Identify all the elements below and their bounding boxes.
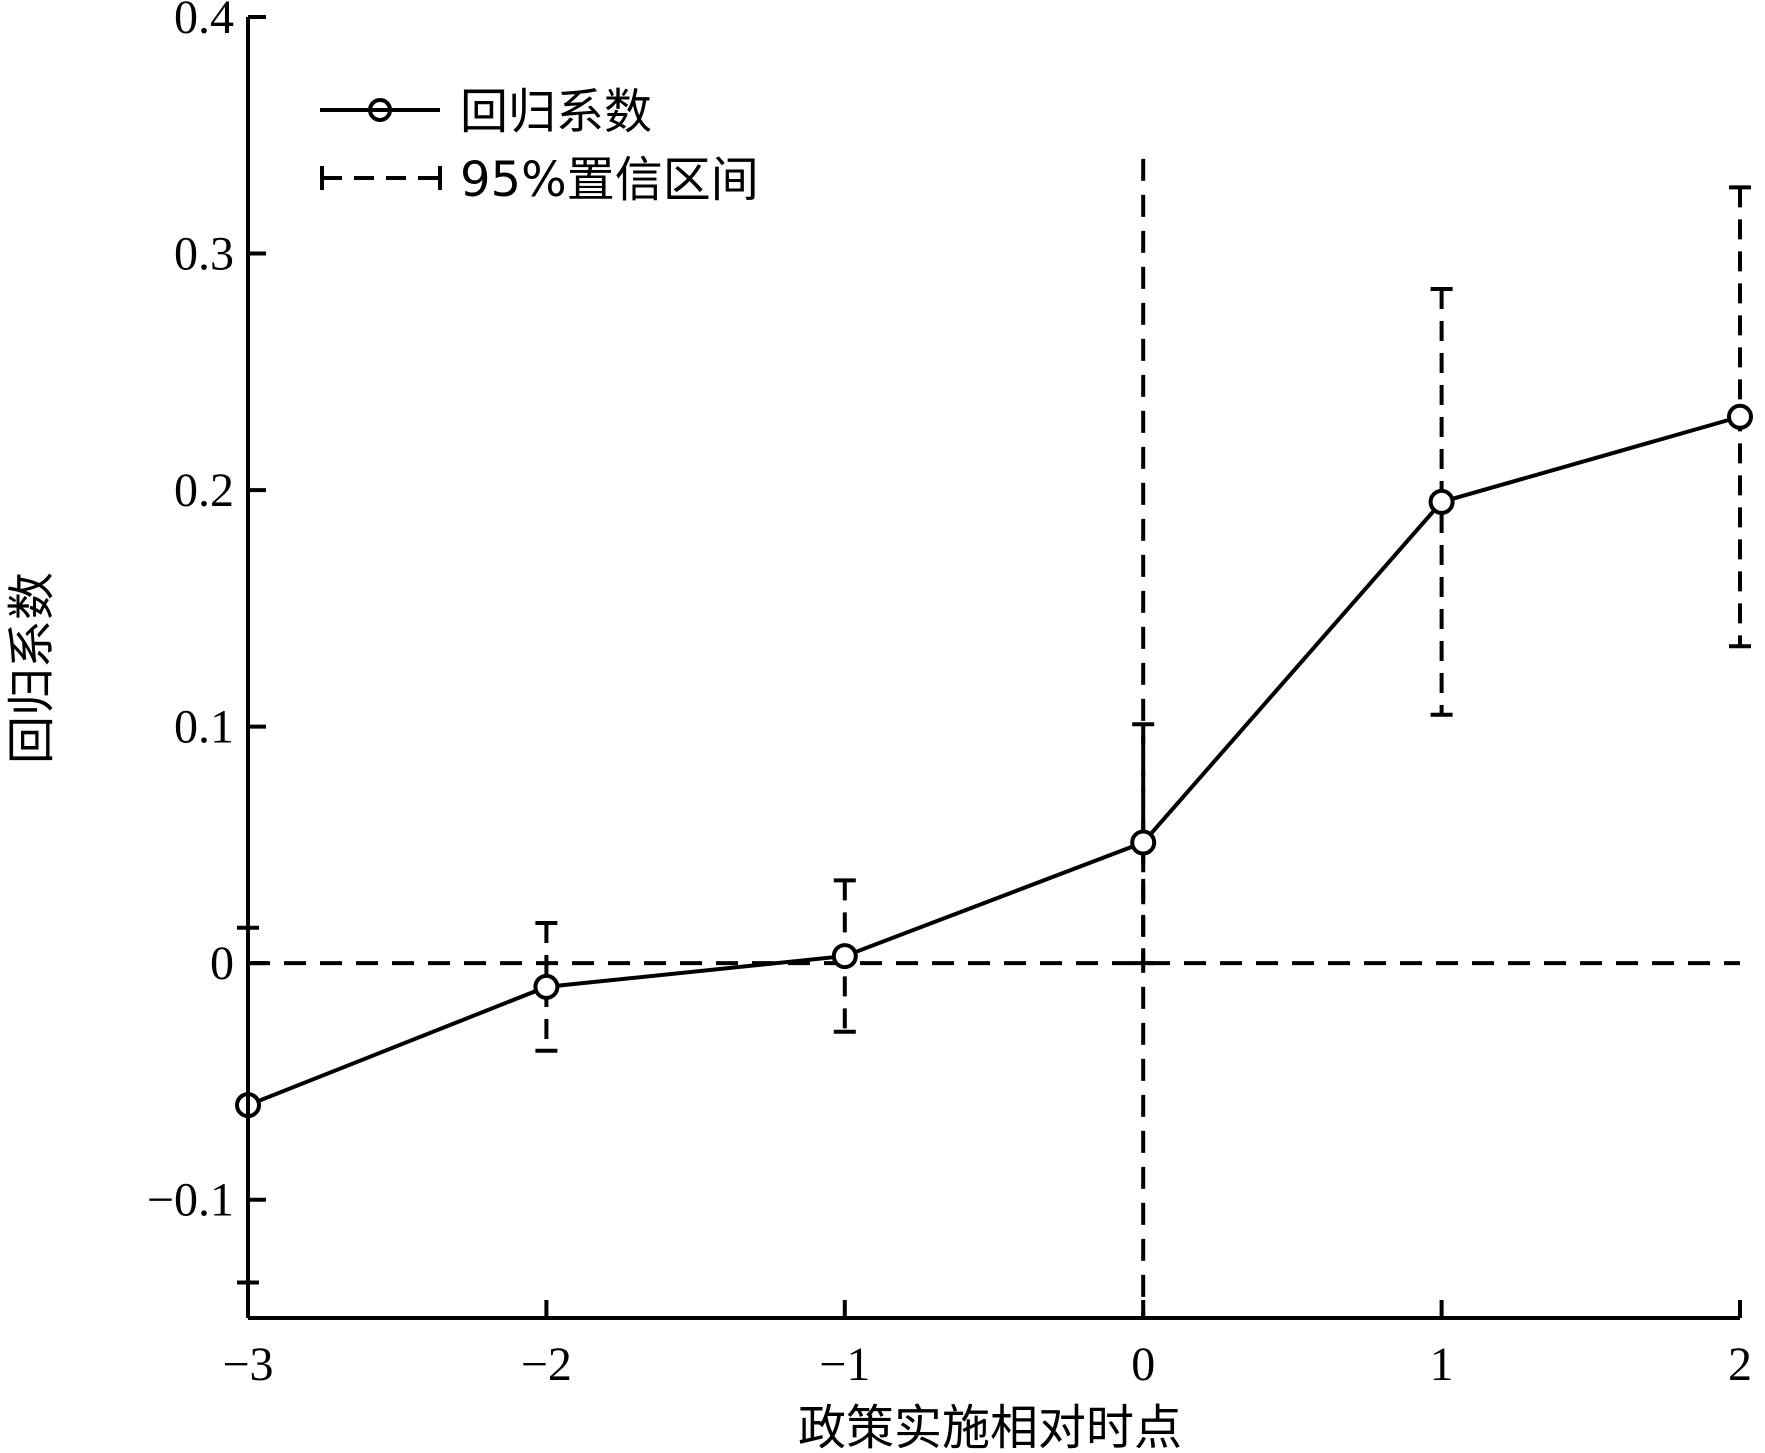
data-point <box>831 943 858 970</box>
y-tick-label: 0 <box>210 937 234 990</box>
y-tick-label: 0.4 <box>174 0 234 44</box>
data-point <box>533 973 560 1000</box>
y-tick-label: 0.2 <box>174 464 234 517</box>
legend-label-ci: 95%置信区间 <box>460 152 759 208</box>
x-tick-label: −1 <box>819 1338 870 1391</box>
x-tick-label: 2 <box>1728 1338 1752 1391</box>
y-tick-label: −0.1 <box>147 1174 234 1227</box>
reference-lines <box>248 158 1740 1318</box>
x-tick-label: 0 <box>1131 1338 1155 1391</box>
x-tick-label: 1 <box>1430 1338 1454 1391</box>
tick-labels: −0.1 0 0.1 0.2 0.3 0.4 −3 −2 −1 0 1 2 <box>147 0 1752 1391</box>
y-tick-label: 0.3 <box>174 228 234 281</box>
data-point <box>1428 488 1455 515</box>
coefficient-line <box>247 414 1741 1107</box>
legend-marker-icon <box>368 98 392 122</box>
y-axis-title: 回归系数 <box>4 572 60 764</box>
legend-label-coefficient: 回归系数 <box>460 84 652 140</box>
legend: 回归系数 95%置信区间 <box>320 84 759 208</box>
x-axis-title: 政策实施相对时点 <box>798 1400 1182 1453</box>
x-tick-label: −2 <box>521 1338 572 1391</box>
coefficient-series <box>235 403 1753 1119</box>
axes <box>246 17 1740 1320</box>
y-tick-label: 0.1 <box>174 701 234 754</box>
data-point <box>1130 829 1157 856</box>
x-tick-label: −3 <box>222 1338 273 1391</box>
data-point <box>1727 403 1753 430</box>
confidence-intervals <box>237 185 1751 1285</box>
